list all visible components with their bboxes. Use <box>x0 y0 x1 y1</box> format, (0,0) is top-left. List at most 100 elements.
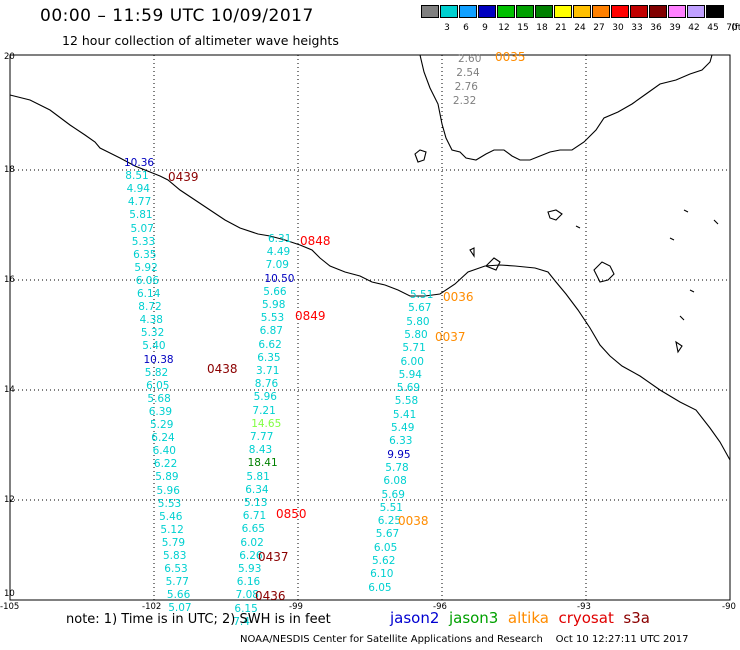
satellite-legend-item: cryosat <box>558 609 624 627</box>
pass-time-label: 0850 <box>276 507 307 521</box>
color-swatch <box>554 5 572 18</box>
color-swatch <box>573 5 591 18</box>
wave-height-value: 6.05 <box>368 581 392 594</box>
wave-height-value: 6.10 <box>370 568 394 581</box>
units-note: note: 1) Time is in UTC; 2) SWH is in fe… <box>66 612 331 627</box>
wave-height-value: 5.81 <box>129 209 153 222</box>
color-scale-label: 6 <box>463 23 469 33</box>
coastline <box>9 54 731 461</box>
color-scale-label: 36 <box>650 23 662 33</box>
wave-height-value: 6.16 <box>236 576 261 589</box>
wave-height-value: 4.77 <box>127 196 152 209</box>
color-scale-label: 70 <box>726 23 738 33</box>
lat-label-20: 20 <box>4 52 15 62</box>
wave-height-value: 5.62 <box>372 555 396 567</box>
wave-height-value: 5.68 <box>147 392 171 405</box>
color-swatch <box>611 5 629 18</box>
wave-height-value: 5.51 <box>379 501 403 514</box>
wave-height-value: 5.41 <box>392 408 417 421</box>
wave-height-value: 5.79 <box>161 536 186 549</box>
lon-label-90: -90 <box>722 602 736 612</box>
wave-height-value: 18.41 <box>247 457 278 470</box>
wave-height-value: 5.82 <box>144 366 169 379</box>
wave-height-value: 5.13 <box>244 497 268 509</box>
color-swatch <box>516 5 534 18</box>
wave-height-value: 6.14 <box>137 288 161 300</box>
wave-height-value: 5.33 <box>131 235 156 248</box>
wave-height-value: 4.94 <box>126 183 150 196</box>
wave-height-value: 6.25 <box>377 515 402 528</box>
wave-height-value: 5.69 <box>381 488 405 501</box>
color-swatch <box>421 5 439 18</box>
satellite-legend-item: jason3 <box>448 609 508 627</box>
satellite-legend-item: s3a <box>623 609 650 627</box>
color-swatch <box>630 5 648 18</box>
wave-height-value: 5.98 <box>262 299 286 311</box>
lon-label-99: -99 <box>289 602 303 612</box>
wave-height-value: 9.95 <box>387 448 411 461</box>
credit-footer: NOAA/NESDIS Center for Satellite Applica… <box>240 634 689 645</box>
pass-time-label: 0037 <box>435 330 466 344</box>
lat-label-14: 14 <box>4 385 15 395</box>
wave-height-value: 5.46 <box>159 510 183 523</box>
wave-height-value: 6.22 <box>153 458 178 471</box>
wave-height-value: 5.29 <box>150 419 174 431</box>
color-scale-label: 33 <box>631 23 643 33</box>
color-swatch <box>687 5 705 18</box>
wave-height-value: 5.92 <box>134 261 158 274</box>
wave-height-value: 5.93 <box>238 563 262 575</box>
wave-height-value: 6.15 <box>234 602 258 615</box>
wave-height-value: 8.76 <box>254 378 279 391</box>
wave-height-value: 6.02 <box>240 536 264 549</box>
pass-time-label: 0438 <box>207 362 238 376</box>
wave-height-value: 6.05 <box>373 541 398 554</box>
color-scale-label: 45 <box>707 23 719 33</box>
lon-label-105: -105 <box>0 602 20 612</box>
wave-height-value: 6.31 <box>268 233 292 245</box>
wave-height-value: 6.26 <box>239 549 263 562</box>
color-scale-label: 15 <box>517 23 529 33</box>
wave-height-value: 6.71 <box>242 510 267 523</box>
wave-height-value: 6.35 <box>257 351 281 364</box>
color-swatch <box>649 5 667 18</box>
lon-label-102: -102 <box>142 602 162 612</box>
wave-height-value: 6.35 <box>133 248 157 261</box>
satellite-legend-item: altika <box>507 609 559 627</box>
wave-height-value: 5.66 <box>263 285 287 298</box>
wave-height-value: 5.78 <box>385 461 409 474</box>
wave-height-value: 2.60 <box>458 53 482 65</box>
wave-height-value: 7.4 <box>233 615 250 628</box>
color-swatch <box>459 5 477 18</box>
wave-height-value: 6.87 <box>259 325 283 338</box>
chart-subtitle: 12 hour collection of altimeter wave hei… <box>62 33 339 48</box>
pass-time-label: 0849 <box>295 309 326 323</box>
pass-time-label: 0436 <box>255 589 286 603</box>
pass-time-label: 0848 <box>300 234 331 248</box>
wave-height-value: 5.83 <box>163 550 187 562</box>
color-scale-label: 3 <box>444 23 450 33</box>
wave-height-value: 8.51 <box>125 170 149 183</box>
satellite-legend-item: jason2 <box>390 609 449 627</box>
pass-time-label: 0036 <box>443 290 474 304</box>
wave-height-value: 6.00 <box>400 355 424 368</box>
wave-height-value: 5.67 <box>408 302 432 315</box>
color-swatch <box>535 5 553 18</box>
wave-height-value: 2.32 <box>452 95 477 107</box>
color-scale-label: 9 <box>482 23 488 33</box>
color-swatch <box>706 5 724 18</box>
wave-height-value: 7.77 <box>250 431 274 443</box>
wave-height-value: 6.06 <box>135 274 160 287</box>
wave-height-value: 5.07 <box>168 602 192 615</box>
wave-height-value: 3.71 <box>256 365 280 377</box>
color-scale-label: 42 <box>688 23 700 33</box>
wave-height-value: 10.38 <box>143 353 174 366</box>
color-swatch <box>592 5 610 18</box>
pass-time-label: 0437 <box>258 550 289 564</box>
color-swatch <box>497 5 515 18</box>
wave-height-value: 5.69 <box>396 382 421 395</box>
lon-label-96: -96 <box>433 602 447 612</box>
wave-height-value: 5.53 <box>157 497 182 510</box>
color-swatch <box>668 5 686 18</box>
wave-height-value: 7.09 <box>265 259 289 272</box>
wave-height-value: 6.65 <box>241 523 265 536</box>
